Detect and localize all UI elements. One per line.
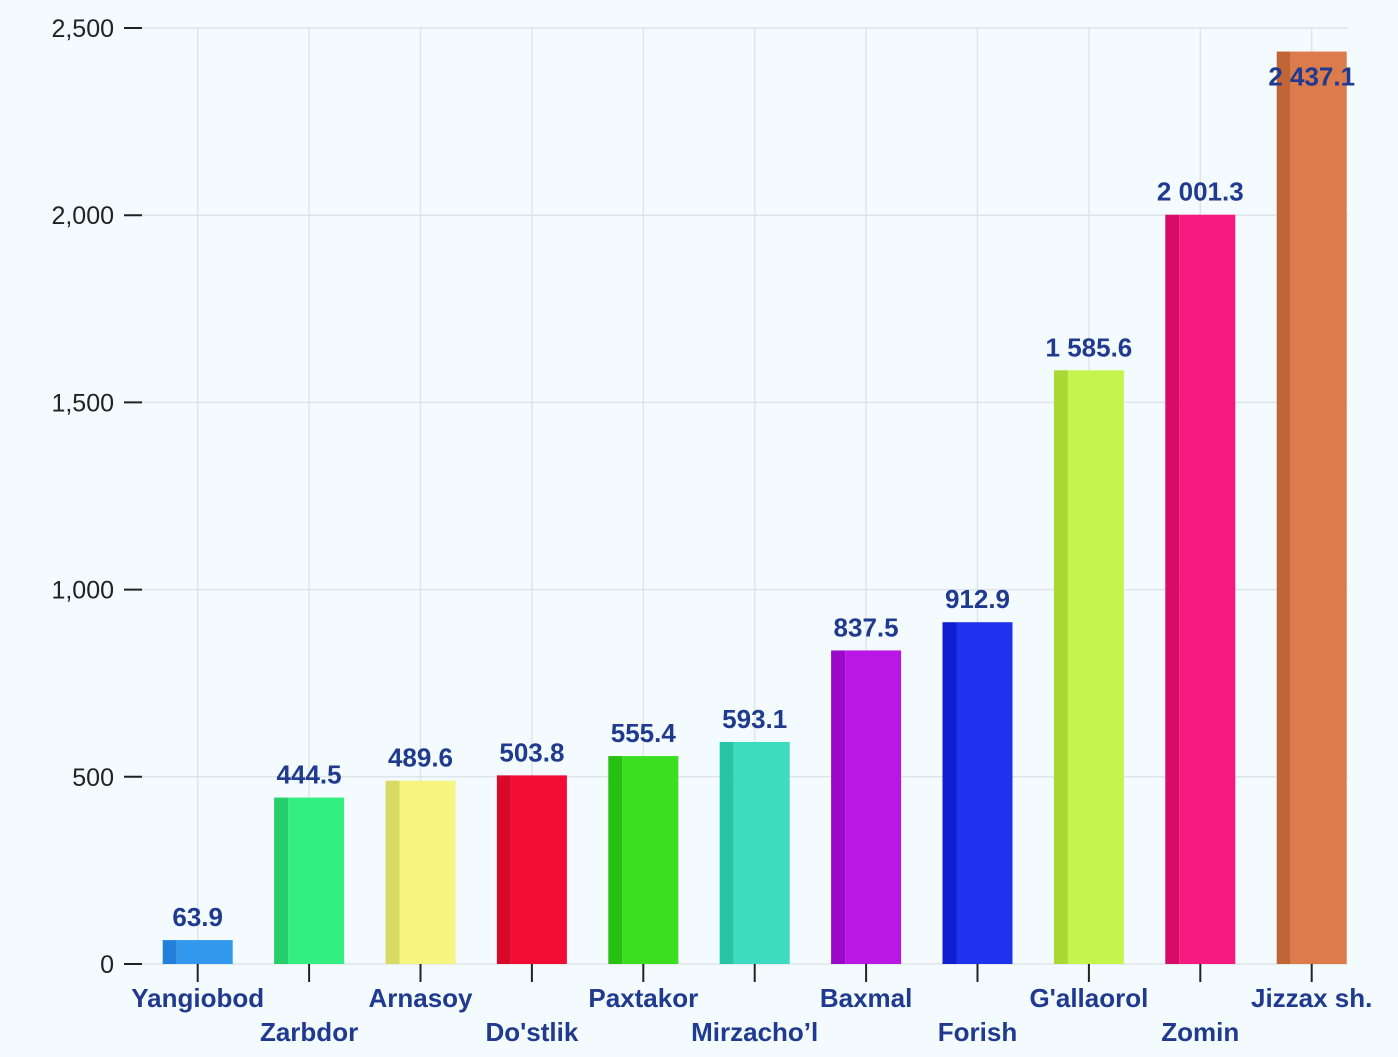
bar [1179,214,1236,965]
bar [845,650,902,964]
bar-side [1276,51,1291,965]
y-tick-label: 2,500 [51,15,114,43]
x-tick-label: Zomin [1161,1017,1239,1047]
x-tick-label: Mirzacho’l [691,1017,818,1047]
y-axis: 0 500 1,000 1,500 2,000 2,500 [51,15,142,979]
y-tick-label: 2,000 [51,202,114,230]
x-tick-label: Forish [938,1017,1017,1047]
bar [288,797,345,964]
data-label: 503.8 [499,737,564,767]
data-label: 555.4 [611,718,677,748]
x-tick-label: Baxmal [820,983,913,1013]
bar [399,780,456,964]
bar-side [496,775,511,964]
data-label: 63.9 [172,902,223,932]
data-label: 2 001.3 [1157,177,1244,207]
value-labels: 63.9 444.5 489.6 503.8 555.4 593.1 837.5 912.9 1… [172,62,1355,933]
x-tick-label: Yangiobod [131,983,264,1013]
x-tick-label: Jizzax sh. [1251,983,1372,1013]
bar [956,622,1013,964]
bar-side [942,622,957,964]
x-tick-label: Do'stlik [485,1017,578,1047]
x-tick-label: Zarbdor [260,1017,358,1047]
x-tick-label: Arnasoy [368,983,473,1013]
y-tick-label: 1,500 [51,389,114,417]
data-label: 912.9 [945,584,1010,614]
data-label: 1 585.6 [1046,332,1133,362]
data-label: 444.5 [277,760,342,790]
bar [1067,370,1124,965]
bar-side [1165,214,1180,965]
x-tick-label: Paxtakor [588,983,698,1013]
x-tick-label: G'allaorol [1029,983,1148,1013]
bar-side [719,741,734,964]
bars [162,51,1347,965]
bar-side [831,650,846,964]
bar [1290,51,1347,965]
bar [176,940,233,964]
y-tick-label: 1,000 [51,577,114,605]
y-tick-label: 0 [100,951,114,979]
x-axis: Yangiobod Zarbdor Arnasoy Do'stlik Paxtakor M… [131,964,1372,1047]
bar-side [608,756,623,964]
bar [622,756,679,964]
y-tick-label: 500 [72,764,114,792]
data-label: 2 437.1 [1268,62,1355,92]
bar-side [162,940,177,964]
bar-side [385,780,400,964]
bar-side [274,797,289,964]
bar [510,775,567,964]
data-label: 489.6 [388,743,453,773]
bar-side [1053,370,1068,965]
data-label: 837.5 [834,612,899,642]
data-label: 593.1 [722,704,787,734]
bar [733,741,790,964]
